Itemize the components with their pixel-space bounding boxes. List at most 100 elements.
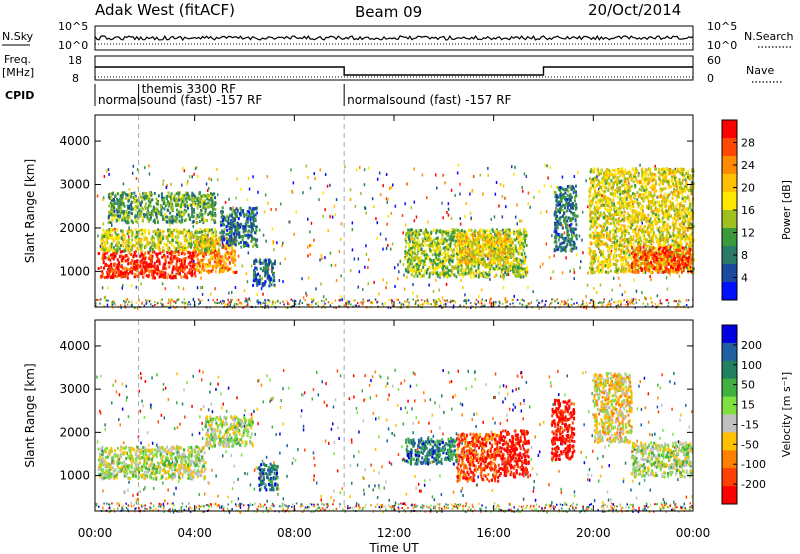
scatter-cell [581, 210, 584, 214]
echo-cell [178, 253, 181, 256]
echo-cell [460, 267, 463, 271]
echo-cell [183, 262, 186, 266]
echo-cell [156, 243, 159, 247]
echo-cell [252, 272, 255, 276]
echo-cell [271, 270, 273, 274]
echo-cell [139, 247, 142, 251]
echo-cell [472, 235, 474, 239]
echo-cell [428, 233, 431, 237]
echo-cell [227, 251, 230, 255]
ground-cell [124, 304, 126, 307]
scatter-cell [189, 175, 191, 179]
echo-cell [111, 233, 114, 237]
ground-cell [382, 305, 385, 308]
ground-cell [184, 306, 186, 309]
echo-cell [222, 235, 225, 239]
echo-cell [147, 204, 150, 208]
scatter-cell [578, 234, 581, 238]
echo-cell [436, 267, 438, 271]
ground-cell [391, 302, 393, 305]
scatter-cell [235, 270, 238, 274]
scatter-cell [387, 244, 389, 247]
echo-cell [180, 205, 183, 208]
scatter-cell [563, 231, 566, 235]
echo-cell [192, 219, 195, 223]
echo-cell [150, 265, 153, 269]
echo-cell [475, 269, 477, 273]
echo-cell [437, 265, 440, 269]
scatter-cell [122, 260, 125, 264]
scatter-cell [444, 181, 446, 185]
echo-cell [254, 217, 257, 221]
echo-cell [227, 216, 230, 220]
echo-cell [502, 264, 505, 268]
echo-cell [188, 268, 191, 271]
echo-cell [142, 195, 145, 199]
echo-cell [246, 209, 249, 213]
echo-cell [116, 266, 119, 269]
echo-cell [109, 221, 112, 224]
ground-cell [112, 299, 115, 302]
echo-cell [125, 266, 128, 270]
echo-cell [212, 247, 215, 251]
echo-cell [113, 202, 116, 205]
echo-cell [156, 202, 159, 206]
echo-cell [144, 193, 147, 197]
scatter-cell [397, 263, 399, 267]
echo-cell [509, 268, 512, 272]
ground-cell [501, 302, 504, 305]
cpid-label: CPID [5, 89, 34, 102]
echo-cell [559, 200, 562, 204]
echo-cell [158, 248, 161, 251]
echo-cell [487, 236, 490, 240]
echo-cell [130, 205, 133, 209]
ground-cell [610, 303, 612, 306]
ground-cell [156, 302, 158, 305]
echo-cell [156, 234, 159, 238]
echo-cell [127, 240, 130, 244]
ground-cell [199, 300, 202, 303]
ground-cell [530, 301, 532, 304]
scatter-cell [132, 164, 135, 168]
ground-cell [417, 304, 420, 307]
ground-cell [439, 305, 441, 308]
echo-cell [419, 260, 422, 264]
echo-cell [164, 275, 167, 279]
ground-cell [361, 302, 364, 305]
echo-cell [230, 234, 233, 238]
echo-cell [415, 245, 418, 249]
echo-cell [207, 246, 210, 249]
ground-cell [438, 298, 440, 301]
echo-cell [569, 237, 572, 241]
echo-cell [235, 213, 238, 216]
echo-cell [162, 237, 165, 241]
echo-cell [207, 194, 210, 197]
ground-cell [356, 302, 359, 305]
echo-cell [481, 245, 484, 249]
echo-cell [468, 248, 471, 252]
echo-cell [230, 229, 233, 233]
echo-cell [517, 236, 520, 240]
echo-cell [187, 262, 190, 266]
echo-cell [477, 239, 480, 243]
scatter-cell [96, 194, 99, 198]
echo-cell [208, 202, 211, 206]
echo-cell [438, 251, 441, 255]
echo-cell [217, 261, 219, 265]
scatter-cell [611, 288, 613, 292]
echo-cell [170, 202, 173, 206]
echo-cell [424, 256, 427, 260]
echo-cell [248, 206, 251, 210]
echo-cell [516, 260, 519, 264]
echo-cell [449, 235, 452, 239]
echo-cell [469, 273, 471, 276]
echo-cell [430, 230, 433, 234]
ground-cell [608, 304, 611, 307]
ground-cell [480, 300, 483, 303]
echo-cell [113, 200, 116, 204]
scatter-cell [262, 233, 265, 237]
echo-cell [214, 207, 217, 211]
echo-cell [460, 240, 463, 244]
echo-cell [127, 272, 130, 276]
echo-cell [134, 272, 137, 276]
